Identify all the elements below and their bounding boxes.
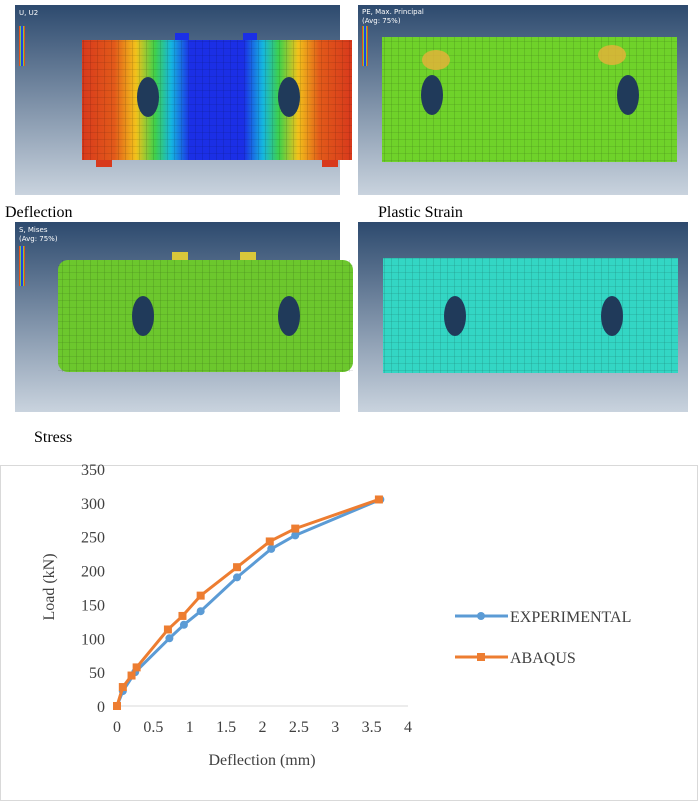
x-tick-label: 0.5 — [143, 719, 163, 736]
data-point — [119, 683, 127, 691]
legend-label: EXPERIMENTAL — [510, 609, 631, 626]
figure: U, U2 Deflection PE, Max. Principal (Avg… — [0, 0, 698, 801]
y-tick-label: 350 — [81, 462, 105, 479]
data-point — [233, 563, 241, 571]
caption: Stress — [34, 429, 72, 446]
caption: Plastic Strain — [378, 204, 463, 221]
y-tick-label: 300 — [81, 496, 105, 513]
x-tick-label: 1 — [186, 719, 194, 736]
y-tick-label: 100 — [81, 631, 105, 648]
page: U, U2 Deflection PE, Max. Principal (Avg… — [0, 0, 698, 801]
data-point — [178, 612, 186, 620]
x-axis-title: Deflection (mm) — [208, 752, 315, 769]
legend-label: ABAQUS — [510, 650, 576, 667]
data-point — [180, 621, 188, 629]
data-point — [267, 545, 275, 553]
contour-title: S, Mises — [19, 226, 48, 234]
x-tick-label: 3.5 — [362, 719, 382, 736]
fea-panel: S, Mises (Avg: 75%) Stress — [15, 222, 353, 446]
contour-subtitle: (Avg: 75%) — [362, 17, 401, 25]
legend-marker — [477, 612, 485, 620]
x-tick-label: 2 — [259, 719, 267, 736]
y-tick-label: 250 — [81, 530, 105, 547]
data-point — [113, 702, 121, 710]
data-point — [291, 525, 299, 533]
caption: Deflection — [5, 204, 73, 221]
y-tick-label: 150 — [81, 597, 105, 614]
fea-panel: U, U2 Deflection — [5, 5, 352, 221]
y-axis-title: Load (kN) — [41, 553, 58, 620]
contour-title: U, U2 — [19, 9, 38, 17]
data-point — [128, 672, 136, 680]
data-point — [375, 495, 383, 503]
data-point — [197, 592, 205, 600]
x-tick-label: 2.5 — [289, 719, 309, 736]
x-tick-label: 1.5 — [216, 719, 236, 736]
data-point — [197, 607, 205, 615]
x-tick-label: 4 — [404, 719, 412, 736]
y-tick-label: 200 — [81, 564, 105, 581]
data-point — [266, 537, 274, 545]
data-point — [233, 573, 241, 581]
y-tick-label: 50 — [89, 665, 105, 682]
data-point — [133, 663, 141, 671]
contour-title: PE, Max. Principal — [362, 8, 424, 16]
fea-panel: PE, Max. Principal (Avg: 75%) Plastic St… — [358, 5, 688, 221]
data-point — [165, 634, 173, 642]
legend-marker — [477, 653, 485, 661]
chart-frame — [1, 466, 698, 801]
x-tick-label: 0 — [113, 719, 121, 736]
y-tick-label: 0 — [97, 699, 105, 716]
contour-subtitle: (Avg: 75%) — [19, 235, 58, 243]
fea-panel — [358, 222, 688, 412]
x-tick-label: 3 — [331, 719, 339, 736]
data-point — [164, 625, 172, 633]
